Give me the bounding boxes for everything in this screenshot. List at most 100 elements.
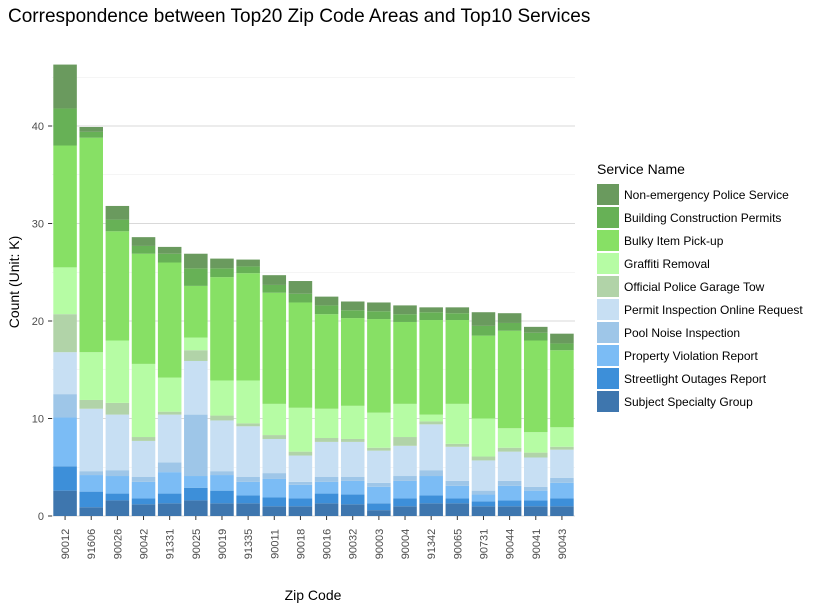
bar-segment [288,484,313,499]
bar-segment [236,423,260,427]
legend-item: Subject Specialty Group [597,390,803,413]
bar-segment [53,394,77,418]
bar-segment [445,503,470,516]
bar-segment [550,449,574,478]
bar-segment [184,500,208,516]
bar-segment [419,503,443,516]
bar-segment [262,275,287,285]
bar-segment [236,495,260,504]
legend-swatch [597,368,619,389]
bar-segment [524,500,548,507]
bar-segment [445,403,470,444]
bar-segment [471,501,496,507]
bar-segment [53,314,77,353]
legend-label: Pool Noise Inspection [624,325,741,340]
bar-segment [393,480,417,499]
bar-segment [419,424,443,471]
bar-segment [445,443,470,447]
bar-segment [524,486,548,491]
bar-segment [184,253,208,269]
bar-segment [79,408,103,472]
bar-segment [157,503,182,516]
bar-segment [184,476,208,488]
x-tick-label: 90042 [139,529,151,560]
legend-label: Property Violation Report [624,348,758,363]
bar-segment [210,490,234,504]
bar-segment [393,445,417,477]
legend-swatch [597,207,619,228]
x-tick-label: 90043 [557,529,569,560]
legend-item: Building Construction Permits [597,206,803,229]
bar-segment [288,407,313,452]
legend-label: Graffiti Removal [624,256,710,271]
x-tick-label: 90025 [191,529,203,560]
bar-segment [262,438,287,474]
bar-segment [53,108,77,146]
bar-segment [79,137,103,353]
y-tick-label: 40 [32,121,44,133]
bar-segment [210,380,234,416]
bar-segment [471,506,496,516]
bar-segment [445,307,470,314]
x-tick-label: 90019 [217,529,229,560]
bar-segment [288,498,313,507]
bar-segment [105,493,130,501]
bar-segment [367,447,391,451]
bar-segment [419,476,443,496]
x-tick-label: 90018 [295,529,307,560]
y-axis-title: Count (Unit: K) [6,236,22,329]
bar-segment [367,482,391,487]
bar-segment [131,253,156,364]
legend-label: Subject Specialty Group [624,394,753,409]
bar-segment [419,495,443,504]
bar-segment [393,476,417,481]
bar-segment [262,473,287,479]
bar-segment [340,301,365,311]
bar-segment [550,333,574,344]
bar-segment [105,205,130,220]
bar-segment [340,310,365,319]
bar-segment [131,481,156,499]
bar-segment [419,320,443,415]
bar-segment [340,441,365,477]
bar-segment [262,284,287,293]
bar-segment [157,253,182,263]
bar-segment [236,503,260,516]
bar-segment [314,481,339,494]
bar-segment [445,480,470,486]
bar-segment [393,305,417,315]
x-tick-label: 91331 [165,529,177,560]
bar-segment [393,437,417,446]
bar-segment [157,472,182,494]
bar-segment [262,497,287,507]
bar-segment [445,446,470,481]
bar-segment [393,321,417,404]
bar-segment [288,281,313,294]
chart-title: Correspondence between Top20 Zip Code Ar… [8,6,591,27]
grid-lines [52,76,575,517]
bar-segment [524,332,548,341]
bar-segment [79,352,103,400]
bar-segment [314,296,339,306]
bar-segment [288,506,313,516]
x-tick-label: 90016 [322,529,334,560]
bar-segment [236,380,260,424]
legend-label: Streetlight Outages Report [624,371,767,386]
bar-segment [497,480,522,486]
x-tick-label: 91606 [86,529,98,560]
bar-segment [497,500,522,507]
bar-segment [105,476,130,494]
bar-segment [367,503,391,511]
bar-segment [471,325,496,336]
bar-segment [393,403,417,438]
legend-item: Official Police Garage Tow [597,275,803,298]
legend-item: Property Violation Report [597,344,803,367]
bar-segment [288,302,313,408]
bar-segment [314,408,339,438]
legend-item: Graffiti Removal [597,252,803,275]
bar-segment [157,262,182,378]
bar-segment [79,491,103,508]
bar-segment [314,438,339,442]
legend-item: Streetlight Outages Report [597,367,803,390]
